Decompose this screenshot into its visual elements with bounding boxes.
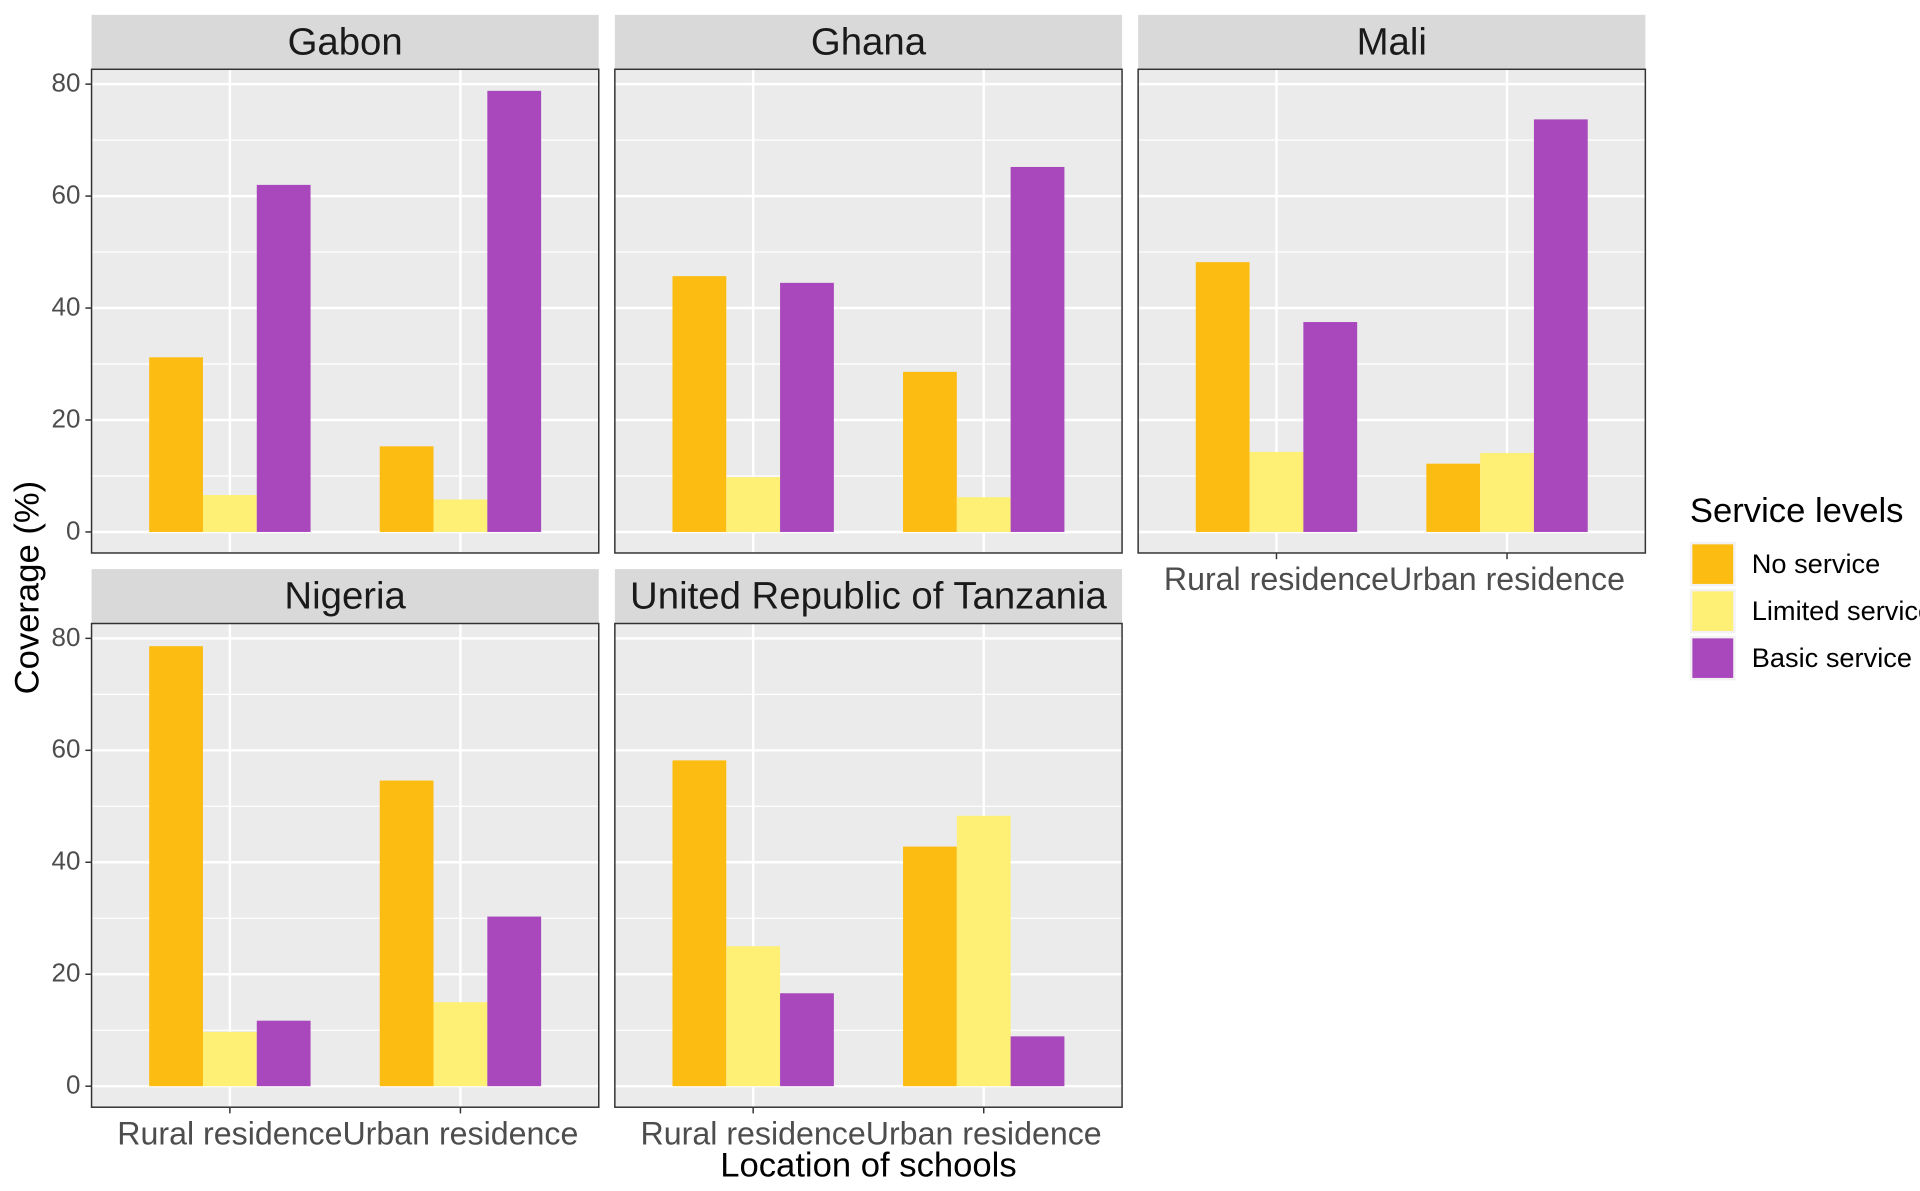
bar-gabon-urban-limited-service: [433, 499, 488, 532]
legend-swatch-no-service: [1692, 544, 1734, 584]
bar-ghana-urban-limited-service: [956, 497, 1011, 532]
y-axis-title: Coverage (%): [8, 481, 46, 695]
y-tick-label: 0: [66, 515, 80, 545]
bar-mali-rural-no-service: [1195, 262, 1250, 532]
bar-mali-urban-no-service: [1426, 463, 1481, 532]
bar-ghana-rural-basic-service: [780, 282, 834, 532]
x-tick-label: Urban residence: [866, 1115, 1102, 1151]
legend-label-limited-service: Limited service: [1752, 595, 1920, 626]
facet-strip-tanzania: [614, 569, 1123, 624]
bar-tanzania-urban-basic-service: [1010, 1036, 1065, 1087]
x-tick-label: Urban residence: [1389, 561, 1625, 597]
facet-title-ghana: Ghana: [811, 20, 927, 63]
facet-strip-ghana: [614, 14, 1123, 70]
y-tick-label: 20: [52, 403, 81, 433]
panel-nigeria: Nigeria 0 20 40 60 80 Rural residence Urban res…: [52, 569, 600, 1151]
bar-mali-urban-limited-service: [1480, 453, 1534, 532]
bar-tanzania-urban-no-service: [903, 846, 957, 1087]
y-tick-label: 40: [52, 291, 81, 321]
y-tick-label: 80: [52, 622, 81, 652]
panel-mali: Mali Rural residence Urban residence: [1137, 14, 1647, 597]
panel-border-nigeria: [90, 622, 600, 1108]
bar-nigeria-rural-basic-service: [256, 1020, 311, 1087]
legend-swatch-limited-service: [1692, 591, 1734, 631]
panel-border-mali: [1137, 68, 1647, 554]
y-tick-label: 20: [52, 958, 81, 988]
facet-title-nigeria: Nigeria: [284, 575, 406, 618]
facet-strip-mali: [1138, 14, 1646, 70]
bar-gabon-rural-limited-service: [202, 495, 257, 532]
y-tick-label: 60: [52, 180, 81, 210]
bar-ghana-rural-no-service: [672, 276, 727, 532]
bar-ghana-urban-no-service: [903, 371, 957, 532]
bar-gabon-rural-no-service: [149, 357, 203, 532]
bar-ghana-urban-basic-service: [1010, 166, 1065, 532]
legend: Service levels No service Limited service B…: [1689, 492, 1920, 681]
x-tick-label: Rural residence: [117, 1115, 342, 1151]
bar-mali-urban-basic-service: [1533, 119, 1588, 532]
bar-nigeria-urban-no-service: [379, 780, 434, 1087]
bar-tanzania-rural-limited-service: [726, 946, 781, 1087]
legend-swatch-basic-service: [1692, 638, 1734, 678]
bar-gabon-urban-basic-service: [487, 90, 542, 532]
bar-nigeria-urban-limited-service: [433, 1002, 488, 1087]
y-tick-label: 80: [52, 68, 81, 98]
x-tick-label: Rural residence: [641, 1115, 866, 1151]
x-tick-label: Urban residence: [342, 1115, 578, 1151]
panel-border-gabon: [90, 68, 600, 554]
panel-border-ghana: [614, 68, 1123, 554]
legend-label-basic-service: Basic service: [1752, 642, 1912, 673]
panel-ghana: Ghana: [614, 14, 1123, 554]
legend-label-no-service: No service: [1752, 548, 1881, 579]
x-tick-label: Rural residence: [1164, 561, 1389, 597]
facet-title-mali: Mali: [1357, 20, 1427, 63]
bar-gabon-urban-no-service: [379, 446, 434, 532]
legend-title: Service levels: [1690, 492, 1904, 530]
panel-tanzania: United Republic of Tanzania Rural residen…: [614, 569, 1123, 1151]
bar-mali-rural-limited-service: [1249, 451, 1304, 532]
facet-title-tanzania: United Republic of Tanzania: [630, 575, 1107, 618]
bar-gabon-rural-basic-service: [256, 184, 311, 532]
y-tick-label: 0: [66, 1070, 80, 1100]
facet-strip-gabon: [91, 14, 599, 70]
x-axis-title: Location of schools: [720, 1146, 1016, 1184]
bar-mali-rural-basic-service: [1303, 322, 1358, 532]
facet-title-gabon: Gabon: [288, 20, 403, 63]
bar-nigeria-rural-limited-service: [202, 1031, 257, 1087]
bar-tanzania-rural-basic-service: [780, 993, 834, 1087]
bar-tanzania-rural-no-service: [672, 760, 727, 1087]
panel-gabon: Gabon 0 20 40 60 80: [52, 14, 600, 554]
facet-strip-nigeria: [91, 569, 599, 624]
y-tick-label: 60: [52, 734, 81, 764]
bar-nigeria-urban-basic-service: [487, 916, 542, 1087]
bar-ghana-rural-limited-service: [726, 477, 781, 532]
bar-tanzania-urban-limited-service: [956, 815, 1011, 1087]
y-tick-label: 40: [52, 846, 81, 876]
panel-border-tanzania: [614, 622, 1123, 1108]
bar-nigeria-rural-no-service: [149, 646, 203, 1087]
